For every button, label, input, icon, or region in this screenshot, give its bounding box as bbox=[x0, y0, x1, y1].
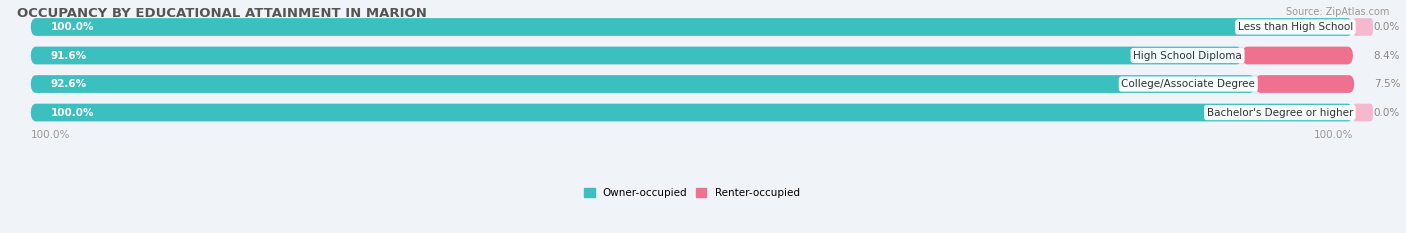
Text: College/Associate Degree: College/Associate Degree bbox=[1122, 79, 1256, 89]
Text: 100.0%: 100.0% bbox=[31, 130, 70, 140]
FancyBboxPatch shape bbox=[31, 75, 1353, 93]
Text: Bachelor's Degree or higher: Bachelor's Degree or higher bbox=[1206, 108, 1353, 118]
Legend: Owner-occupied, Renter-occupied: Owner-occupied, Renter-occupied bbox=[579, 184, 804, 202]
Text: Less than High School: Less than High School bbox=[1237, 22, 1353, 32]
FancyBboxPatch shape bbox=[31, 47, 1241, 64]
FancyBboxPatch shape bbox=[1353, 18, 1372, 36]
Text: 8.4%: 8.4% bbox=[1372, 51, 1399, 61]
Text: 92.6%: 92.6% bbox=[51, 79, 87, 89]
FancyBboxPatch shape bbox=[31, 104, 1353, 121]
Text: 100.0%: 100.0% bbox=[1313, 130, 1353, 140]
FancyBboxPatch shape bbox=[31, 18, 1353, 36]
Text: 100.0%: 100.0% bbox=[51, 22, 94, 32]
FancyBboxPatch shape bbox=[1256, 75, 1354, 93]
Text: High School Diploma: High School Diploma bbox=[1133, 51, 1241, 61]
Text: 0.0%: 0.0% bbox=[1372, 22, 1399, 32]
FancyBboxPatch shape bbox=[1353, 104, 1372, 121]
Text: 91.6%: 91.6% bbox=[51, 51, 87, 61]
FancyBboxPatch shape bbox=[31, 47, 1353, 64]
Text: OCCUPANCY BY EDUCATIONAL ATTAINMENT IN MARION: OCCUPANCY BY EDUCATIONAL ATTAINMENT IN M… bbox=[17, 7, 427, 20]
Text: 100.0%: 100.0% bbox=[51, 108, 94, 118]
Text: Source: ZipAtlas.com: Source: ZipAtlas.com bbox=[1285, 7, 1389, 17]
Text: 0.0%: 0.0% bbox=[1372, 108, 1399, 118]
FancyBboxPatch shape bbox=[31, 75, 1256, 93]
Text: 7.5%: 7.5% bbox=[1374, 79, 1400, 89]
FancyBboxPatch shape bbox=[31, 104, 1353, 121]
FancyBboxPatch shape bbox=[1241, 47, 1353, 64]
FancyBboxPatch shape bbox=[31, 18, 1353, 36]
